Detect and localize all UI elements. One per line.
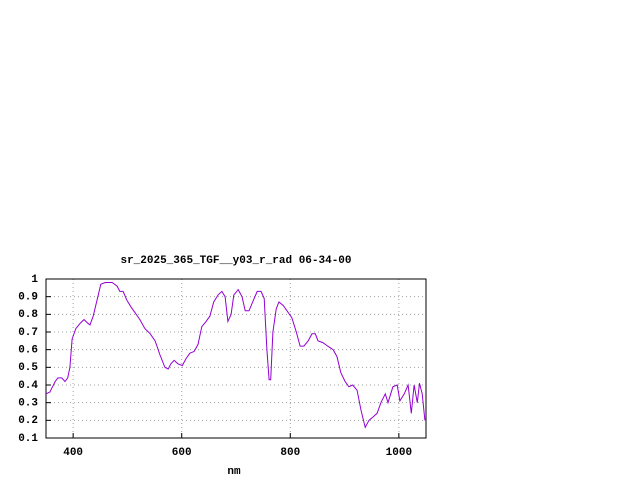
y-tick-label: 0.7 [18,327,38,339]
x-axis-label: nm [227,466,241,478]
x-tick-label: 600 [172,447,192,459]
y-tick-label: 0.5 [18,362,38,374]
y-tick-label: 0.3 [18,398,38,410]
x-tick-label: 1000 [386,447,412,459]
y-tick-label: 1 [31,274,38,286]
y-tick-label: 0.6 [18,345,38,357]
chart-title: sr_2025_365_TGF__y03_r_rad 06-34-00 [120,255,351,267]
data-line [45,282,426,429]
y-tick-label: 0.4 [18,380,38,392]
plot-border [45,278,427,439]
x-tick-label: 400 [63,447,83,459]
y-tick-label: 0.1 [18,433,38,445]
y-tick-label: 0.2 [18,415,38,427]
y-tick-label: 0.9 [18,292,38,304]
x-tick-label: 800 [280,447,300,459]
y-tick-label: 0.8 [18,309,38,321]
